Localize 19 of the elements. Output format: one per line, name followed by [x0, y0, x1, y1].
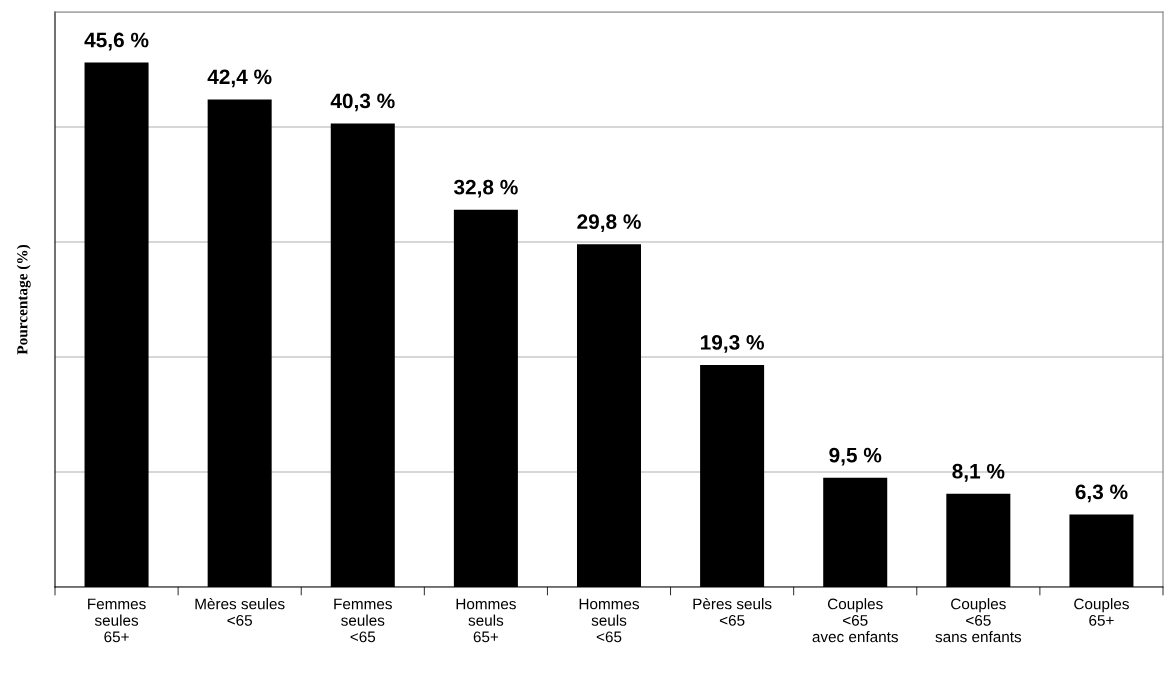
- x-tick-label: Couples 65+: [1074, 598, 1129, 626]
- data-label: 42,4 %: [207, 69, 272, 88]
- data-label: 29,8 %: [577, 214, 641, 233]
- x-tick-label: Mères seules <65: [195, 597, 285, 626]
- y-axis-title: Pourcentage (%): [16, 244, 31, 355]
- data-label: 19,3 %: [700, 335, 764, 353]
- x-tick-label: Femmes seules <65: [334, 598, 392, 643]
- data-label: 9,5 %: [829, 447, 882, 466]
- x-tick-label: Couples <65 avec enfants: [812, 598, 898, 643]
- x-tick-label: Pères seuls <65: [693, 597, 772, 626]
- x-tick-label: Femmes seules 65+: [88, 598, 146, 643]
- x-tick-label: Hommes seuls 65+: [456, 598, 516, 643]
- data-label: 32,8 %: [453, 179, 518, 198]
- x-tick-label: Hommes seuls <65: [579, 598, 640, 643]
- data-label: 8,1 %: [952, 463, 1005, 482]
- data-label: 40,3 %: [330, 93, 395, 112]
- x-tick-label: Couples <65 sans enfants: [935, 598, 1022, 643]
- data-label: 6,3 %: [1075, 484, 1128, 503]
- data-label: 45,6 %: [84, 32, 149, 51]
